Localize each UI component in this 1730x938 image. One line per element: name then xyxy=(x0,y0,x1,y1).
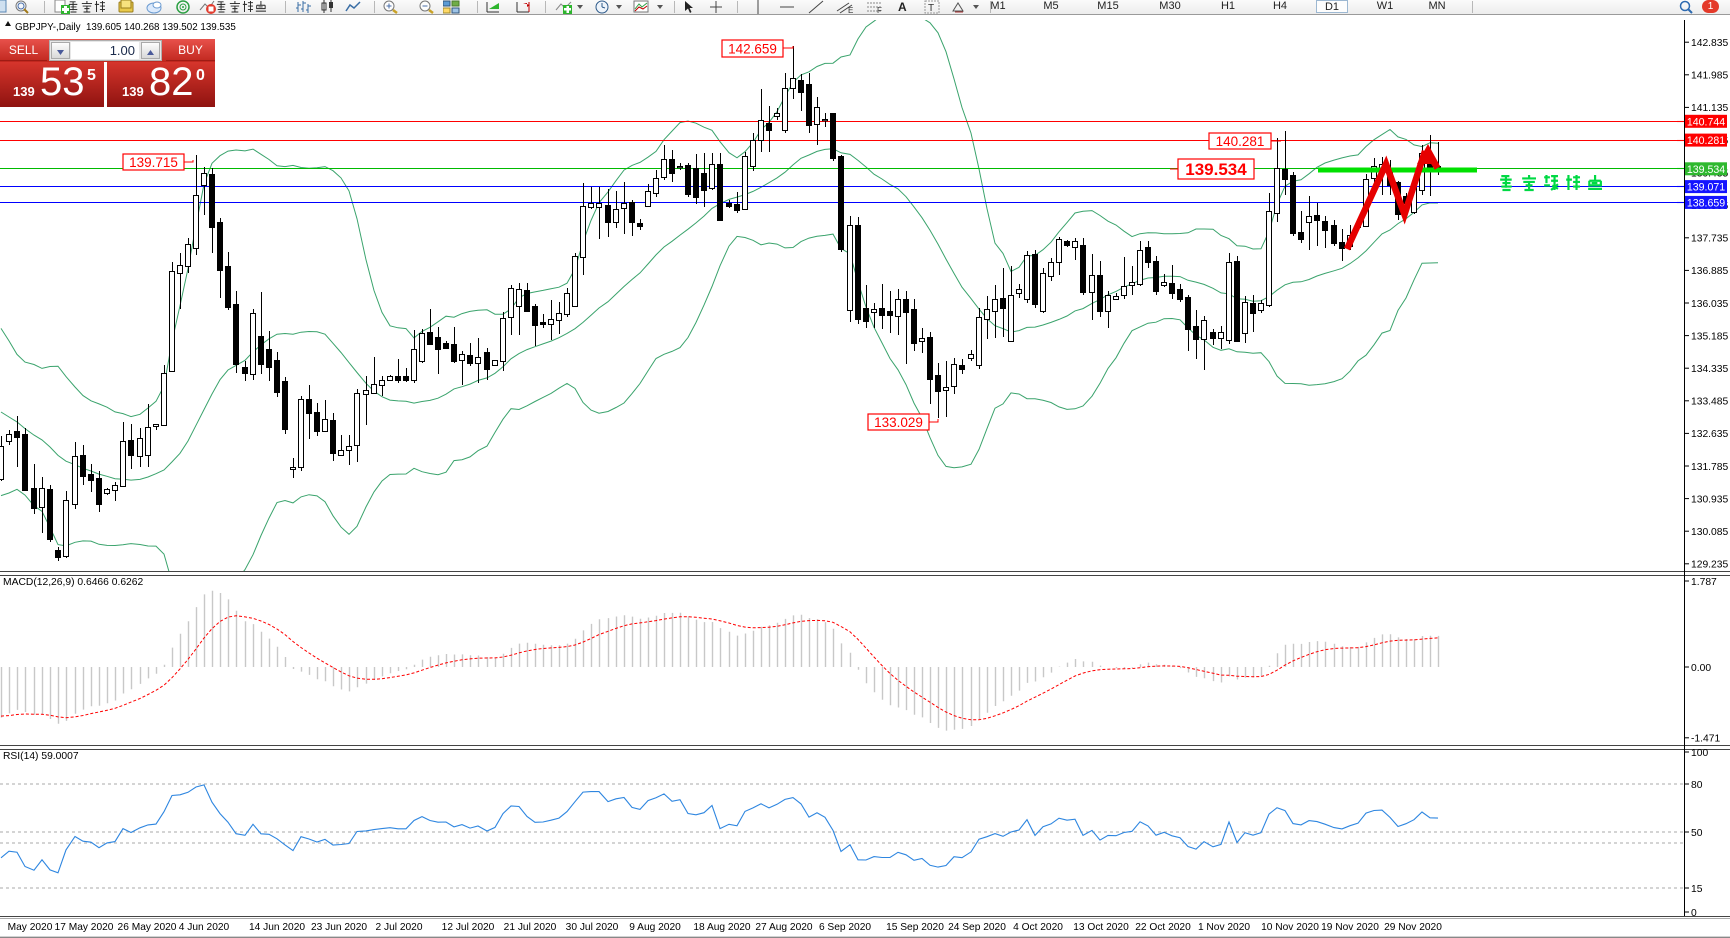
svg-text:9 Aug 2020: 9 Aug 2020 xyxy=(629,922,681,933)
svg-text:18 Aug 2020: 18 Aug 2020 xyxy=(693,922,751,933)
svg-text:RSI(14) 59.0007: RSI(14) 59.0007 xyxy=(3,751,79,762)
svg-text:19 Nov 2020: 19 Nov 2020 xyxy=(1321,922,1379,933)
svg-text:80: 80 xyxy=(1691,780,1703,791)
svg-text:100: 100 xyxy=(1691,748,1708,759)
svg-text:May 2020: May 2020 xyxy=(8,922,53,933)
svg-text:134.335: 134.335 xyxy=(1691,364,1728,375)
svg-text:135.185: 135.185 xyxy=(1691,331,1728,342)
svg-text:142.835: 142.835 xyxy=(1691,38,1728,49)
svg-text:0: 0 xyxy=(1691,908,1697,919)
svg-text:2 Jul 2020: 2 Jul 2020 xyxy=(375,922,422,933)
svg-text:138.659: 138.659 xyxy=(1687,197,1725,209)
svg-text:4 Oct 2020: 4 Oct 2020 xyxy=(1013,922,1063,933)
svg-text:22 Oct 2020: 22 Oct 2020 xyxy=(1135,922,1191,933)
svg-text:137.735: 137.735 xyxy=(1691,234,1728,245)
svg-text:21 Jul 2020: 21 Jul 2020 xyxy=(504,922,557,933)
svg-text:142.659: 142.659 xyxy=(728,41,777,56)
svg-text:10 Nov 2020: 10 Nov 2020 xyxy=(1261,922,1319,933)
svg-text:133.485: 133.485 xyxy=(1691,397,1728,408)
svg-text:15 Sep 2020: 15 Sep 2020 xyxy=(886,922,944,933)
svg-text:131.785: 131.785 xyxy=(1691,462,1728,473)
svg-text:1 Nov 2020: 1 Nov 2020 xyxy=(1198,922,1250,933)
svg-text:24 Sep 2020: 24 Sep 2020 xyxy=(948,922,1006,933)
svg-text:50: 50 xyxy=(1691,828,1703,839)
svg-text:27 Aug 2020: 27 Aug 2020 xyxy=(755,922,813,933)
svg-text:130.085: 130.085 xyxy=(1691,527,1728,538)
svg-text:23 Jun 2020: 23 Jun 2020 xyxy=(311,922,367,933)
svg-text:139.715: 139.715 xyxy=(129,155,178,170)
svg-text:MACD(12,26,9) 0.6466 0.6262: MACD(12,26,9) 0.6466 0.6262 xyxy=(3,577,144,588)
svg-text:T: T xyxy=(928,3,934,14)
svg-text:136.035: 136.035 xyxy=(1691,299,1728,310)
svg-text:26 May 2020: 26 May 2020 xyxy=(118,922,177,933)
svg-text:139.534: 139.534 xyxy=(1687,164,1725,176)
svg-text:129.235: 129.235 xyxy=(1691,560,1728,571)
svg-text:0.00: 0.00 xyxy=(1691,663,1711,674)
svg-text:12 Jul 2020: 12 Jul 2020 xyxy=(442,922,495,933)
svg-text:140.744: 140.744 xyxy=(1687,116,1725,128)
svg-text:139.534: 139.534 xyxy=(1185,160,1247,179)
svg-text:136.885: 136.885 xyxy=(1691,266,1728,277)
svg-text:E: E xyxy=(848,6,853,14)
svg-text:6 Sep 2020: 6 Sep 2020 xyxy=(819,922,871,933)
svg-text:132.635: 132.635 xyxy=(1691,429,1728,440)
svg-text:29 Nov 2020: 29 Nov 2020 xyxy=(1384,922,1442,933)
svg-text:140.281: 140.281 xyxy=(1687,135,1725,147)
svg-text:17 May 2020: 17 May 2020 xyxy=(55,922,114,933)
svg-text:139.071: 139.071 xyxy=(1687,182,1725,194)
svg-text:130.935: 130.935 xyxy=(1691,494,1728,505)
svg-text:141.985: 141.985 xyxy=(1691,71,1728,82)
svg-text:141.135: 141.135 xyxy=(1691,103,1728,114)
svg-text:30 Jul 2020: 30 Jul 2020 xyxy=(566,922,619,933)
svg-text:F: F xyxy=(877,6,882,14)
svg-text:14 Jun 2020: 14 Jun 2020 xyxy=(249,922,305,933)
svg-text:13 Oct 2020: 13 Oct 2020 xyxy=(1073,922,1129,933)
svg-text:-1.471: -1.471 xyxy=(1691,734,1720,745)
svg-text:1.787: 1.787 xyxy=(1691,577,1717,588)
svg-text:4 Jun 2020: 4 Jun 2020 xyxy=(179,922,230,933)
svg-text:15: 15 xyxy=(1691,884,1703,895)
svg-text:140.281: 140.281 xyxy=(1216,134,1265,149)
svg-text:133.029: 133.029 xyxy=(874,415,923,430)
